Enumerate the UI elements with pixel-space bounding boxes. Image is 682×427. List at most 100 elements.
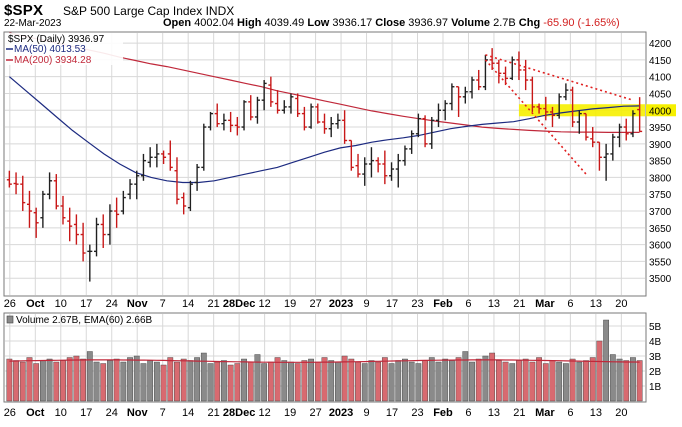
ohlc-bar <box>221 113 227 131</box>
volume-bar <box>127 357 133 402</box>
ohlc-bar <box>120 190 126 215</box>
ohlc-bar <box>449 83 455 111</box>
ohlc-bar <box>442 100 448 121</box>
volume-bar <box>522 358 529 402</box>
date-tick-label: 13 <box>590 407 602 419</box>
close-label: Close <box>375 17 406 29</box>
price-tick-label: 3800 <box>649 173 672 184</box>
date-tick-label: 27 <box>309 298 321 310</box>
volume-bar <box>301 360 308 402</box>
ohlc-bar <box>127 179 133 200</box>
volume-bar <box>147 360 154 402</box>
date-tick-label: 19 <box>284 407 296 419</box>
date-tick-label: 7 <box>160 298 166 310</box>
ohlc-bar <box>315 103 321 124</box>
price-tick-label: 3900 <box>649 140 672 151</box>
ohlc-bar <box>476 69 482 91</box>
ohlc-bar <box>60 195 66 225</box>
ohlc-bar <box>254 96 260 124</box>
volume-bar <box>33 363 40 402</box>
ohlc-bar <box>295 93 301 117</box>
ohlc-bar <box>456 86 462 117</box>
volume-bar <box>288 361 294 402</box>
volume-bar <box>435 361 442 402</box>
exchange-text: INDX <box>205 4 235 18</box>
volume-bar <box>321 357 328 402</box>
date-tick-label: 13 <box>488 407 500 419</box>
date-tick-label: 6 <box>567 407 573 419</box>
ohlc-bar <box>603 143 609 181</box>
trendlines <box>484 54 634 175</box>
volume-bar <box>455 357 462 402</box>
volume-bar <box>107 360 113 402</box>
ohlc-bar <box>409 130 415 154</box>
price-tick-label: 3550 <box>649 257 672 268</box>
volume-bar <box>556 361 563 402</box>
ohlc-bar <box>389 162 395 181</box>
date-tick-label: 14 <box>182 407 194 419</box>
volume-bar <box>73 355 80 402</box>
volume-bar <box>328 360 335 402</box>
ohlc-bar <box>107 204 113 245</box>
ohlc-bar <box>489 48 495 70</box>
date-tick-label: 28Dec <box>223 298 255 310</box>
volume-bar <box>200 352 207 402</box>
ohlc-bar <box>617 123 623 148</box>
ohlc-bar <box>322 113 327 134</box>
date-tick-label: 24 <box>106 407 118 419</box>
volume-ema-line <box>9 359 640 363</box>
volume-bar <box>495 360 502 402</box>
date-tick-label: 21 <box>513 407 525 419</box>
ohlc-bar <box>140 153 146 181</box>
date-tick-label: 17 <box>80 407 92 419</box>
legend-ma200: MA(200) 3934.28 <box>14 55 92 66</box>
price-tick-label: 3950 <box>649 123 672 134</box>
volume-bar <box>113 358 120 402</box>
volume-bar <box>6 358 13 402</box>
price-panel-frame <box>3 31 647 297</box>
ohlc-bar <box>73 214 79 245</box>
date-tick-label: 26 <box>4 298 16 310</box>
trendline <box>484 59 587 175</box>
ohlc-bar <box>114 197 120 228</box>
ohlc-bar <box>576 110 582 134</box>
volume-bar <box>26 357 33 402</box>
ohlc-bar <box>496 59 502 84</box>
volume-bar <box>13 360 19 402</box>
ohlc-bar <box>382 150 388 185</box>
volume-bar <box>46 358 53 402</box>
price-tick-label: 3700 <box>649 207 672 218</box>
open-value: 4002.04 <box>194 17 234 29</box>
ohlc-bar <box>228 111 234 133</box>
ohlc-bar <box>570 86 576 128</box>
ohlc-bar <box>435 103 441 128</box>
ohlc-bar <box>630 110 636 138</box>
volume-bar <box>375 361 382 402</box>
high-label: High <box>237 17 262 29</box>
ohlc-bar <box>342 110 348 144</box>
ohlc-bar <box>100 214 106 248</box>
date-tick-label: 14 <box>182 298 194 310</box>
volume-value: 2.7B <box>493 17 516 29</box>
volume-bar <box>261 363 268 402</box>
date-tick-label: 17 <box>386 407 398 419</box>
ohlc-bar <box>529 76 535 112</box>
volume-legend: Volume 2.67B, EMA(60) 2.66B <box>6 315 153 326</box>
ohlc-summary: Open 4002.04 High 4039.49 Low 3936.17 Cl… <box>163 17 620 29</box>
volume-bar <box>308 358 314 402</box>
ohlc-bar <box>355 153 361 178</box>
date-tick-label: Mar <box>535 407 555 419</box>
volume-bar <box>630 357 636 402</box>
date-axis: 2626OctOct101017172424NovNov771414212128… <box>4 298 628 419</box>
volume-bar <box>348 358 355 402</box>
volume-legend-text: Volume 2.67B, EMA(60) 2.66B <box>16 315 153 326</box>
volume-bars <box>6 319 643 402</box>
ohlc-bar <box>67 207 73 242</box>
volume-bar <box>153 361 160 402</box>
volume-bar <box>482 355 489 402</box>
close-value: 3936.97 <box>408 17 449 29</box>
volume-bar <box>221 360 227 402</box>
ohlc-bar <box>328 116 334 138</box>
